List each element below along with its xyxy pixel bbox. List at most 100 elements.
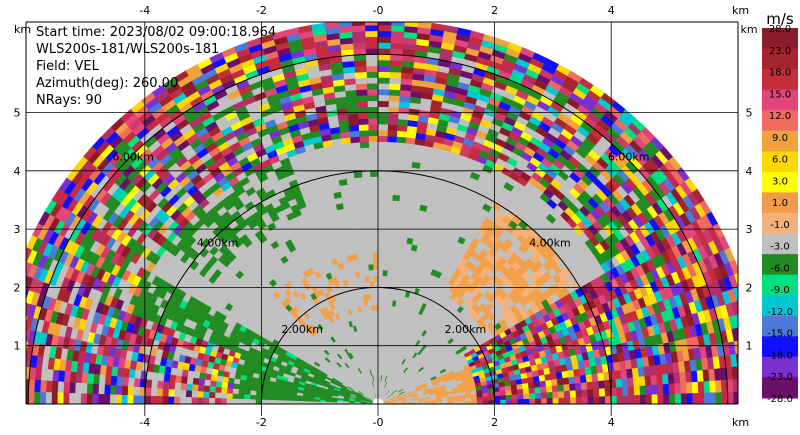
velocity-gate — [377, 106, 389, 113]
velocity-gate — [356, 94, 368, 102]
velocity-gate — [356, 100, 368, 108]
velocity-gate — [386, 135, 397, 143]
velocity-gate — [562, 376, 570, 385]
velocity-gate — [365, 42, 379, 49]
velocity-gate — [575, 389, 583, 398]
velocity-gate — [639, 394, 647, 404]
velocity-gate — [384, 199, 393, 207]
velocity-gate — [387, 264, 393, 271]
velocity-gate — [359, 229, 367, 237]
velocity-gate — [377, 298, 382, 306]
velocity-gate — [377, 42, 391, 49]
velocity-gate — [499, 394, 507, 400]
velocity-gate — [360, 240, 368, 248]
velocity-gate — [709, 391, 717, 404]
velocity-gate — [388, 240, 396, 248]
velocity-gate — [377, 129, 388, 137]
velocity-gate — [365, 65, 379, 73]
velocity-gate — [621, 377, 629, 388]
velocity-gate — [377, 193, 386, 201]
velocity-gate — [732, 286, 738, 302]
velocity-gate — [367, 252, 374, 259]
velocity-gate — [634, 394, 641, 404]
velocity-gate — [363, 199, 372, 207]
velocity-gate — [505, 394, 513, 400]
velocity-gate — [355, 188, 364, 196]
velocity-gate — [392, 258, 399, 266]
velocity-gate — [377, 240, 384, 247]
velocity-gate — [392, 253, 400, 260]
velocity-gate — [546, 391, 554, 399]
velocity-gate — [511, 389, 518, 395]
velocity-gate — [669, 393, 676, 404]
velocity-gate — [377, 36, 392, 44]
velocity-gate — [387, 112, 399, 120]
velocity-gate — [369, 158, 379, 166]
velocity-gate — [379, 339, 383, 347]
velocity-gate — [748, 351, 755, 365]
velocity-gate — [680, 392, 688, 404]
velocity-gate — [369, 287, 375, 294]
velocity-gate — [615, 378, 623, 388]
velocity-gate — [382, 275, 388, 283]
velocity-gate — [592, 388, 600, 397]
velocity-gate — [381, 287, 387, 294]
velocity-gate — [753, 350, 760, 364]
velocity-gate — [366, 71, 379, 78]
velocity-gate — [393, 247, 401, 255]
velocity-gate — [523, 393, 530, 400]
velocity-gate — [737, 365, 738, 375]
velocity-gate — [387, 252, 395, 260]
velocity-gate — [377, 211, 385, 218]
velocity-gate — [370, 293, 375, 300]
velocity-gate — [574, 375, 582, 384]
velocity-gate — [743, 325, 751, 339]
velocity-gate — [556, 377, 564, 386]
velocity-gate — [362, 258, 369, 266]
velocity-gate — [353, 229, 361, 237]
velocity-gate — [374, 304, 379, 312]
velocity-gate — [377, 199, 386, 207]
velocity-gate — [470, 400, 478, 404]
velocity-gate — [545, 379, 553, 387]
velocity-gate — [367, 106, 379, 113]
velocity-gate — [377, 164, 387, 172]
velocity-gate — [370, 188, 379, 195]
velocity-gate — [351, 218, 360, 226]
velocity-gate — [354, 182, 364, 190]
velocity-gate — [534, 392, 542, 399]
velocity-gate — [350, 212, 359, 220]
velocity-gate — [505, 389, 513, 396]
velocity-gate — [511, 398, 519, 404]
velocity-gate — [371, 228, 379, 236]
velocity-gate — [377, 223, 385, 230]
velocity-gate — [377, 263, 384, 271]
velocity-gate — [384, 217, 392, 224]
velocity-gate — [563, 383, 571, 392]
velocity-gate — [656, 373, 664, 385]
velocity-gate — [500, 399, 507, 404]
velocity-gate — [610, 395, 618, 404]
velocity-gate — [385, 176, 395, 184]
velocity-gate — [735, 353, 738, 367]
velocity-gate — [386, 153, 396, 160]
velocity-gate — [363, 269, 370, 277]
velocity-gate — [377, 135, 388, 143]
velocity-gate — [383, 240, 390, 248]
velocity-gate — [540, 397, 548, 404]
velocity-gate — [374, 322, 379, 329]
velocity-gate — [391, 264, 398, 272]
velocity-gate — [383, 234, 391, 242]
velocity-gate — [668, 383, 676, 395]
velocity-gate — [371, 211, 379, 218]
velocity-gate — [651, 393, 658, 404]
velocity-gate — [377, 304, 382, 312]
velocity-gate — [379, 333, 384, 341]
velocity-gate — [370, 199, 379, 207]
velocity-gate — [399, 195, 408, 203]
velocity-gate — [377, 234, 385, 242]
velocity-gate — [368, 147, 379, 154]
velocity-gate — [357, 118, 369, 126]
velocity-gate — [734, 313, 738, 328]
